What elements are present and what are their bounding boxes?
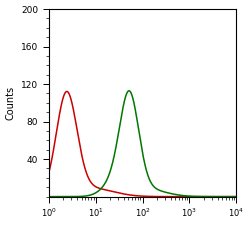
Y-axis label: Counts: Counts <box>6 86 16 120</box>
